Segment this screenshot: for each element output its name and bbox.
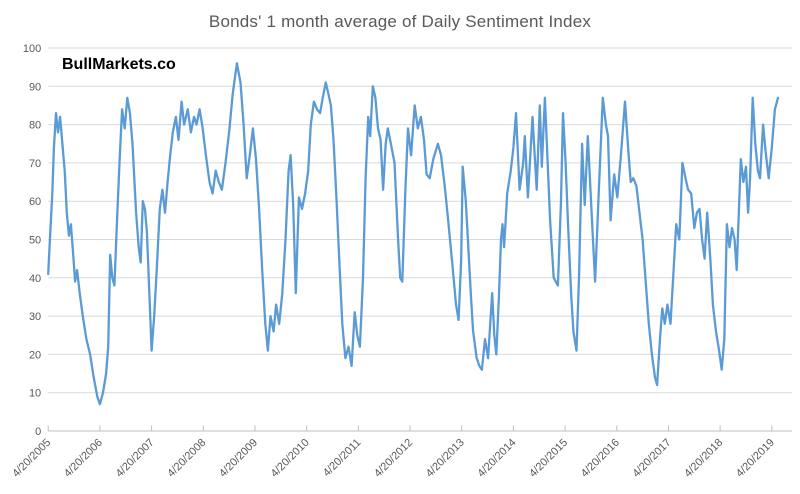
x-axis-tick-label: 4/20/2010 [269,437,312,480]
x-axis-tick-label: 4/20/2006 [62,437,105,480]
x-axis-tick-label: 4/20/2015 [527,437,570,480]
y-axis-tick-label: 70 [29,158,41,170]
y-axis-tick-label: 80 [29,120,41,132]
x-axis-tick-label: 4/20/2017 [630,437,673,480]
x-axis-tick-label: 4/20/2018 [682,437,725,480]
y-axis-tick-label: 60 [29,196,41,208]
y-axis-tick-label: 20 [29,349,41,361]
watermark-bullmarkets: BullMarkets.co [62,56,176,73]
sentiment-line-series [47,62,780,406]
x-axis-tick-label: 4/20/2019 [734,437,777,480]
y-axis-tick-label: 100 [23,43,41,55]
y-axis-tick-label: 10 [29,388,41,400]
x-axis-tick-label: 4/20/2009 [217,437,260,480]
x-axis-tick-label: 4/20/2005 [10,437,53,480]
y-axis-tick-label: 90 [29,81,41,93]
x-axis-tick-label: 4/20/2016 [579,437,622,480]
y-axis-tick-label: 50 [29,235,41,247]
x-axis-tick-label: 4/20/2011 [321,437,364,480]
x-axis-tick-label: 4/20/2012 [372,437,415,480]
y-axis-tick-label: 30 [29,311,41,323]
y-axis-tick-label: 0 [35,426,41,438]
x-axis-tick-label: 4/20/2007 [114,437,157,480]
x-axis-tick-label: 4/20/2013 [424,437,467,480]
chart-title: Bonds' 1 month average of Daily Sentimen… [208,12,592,31]
x-axis-tick-label: 4/20/2008 [165,437,208,480]
x-axis-tick-label: 4/20/2014 [475,437,518,480]
y-axis-tick-label: 40 [29,273,41,285]
